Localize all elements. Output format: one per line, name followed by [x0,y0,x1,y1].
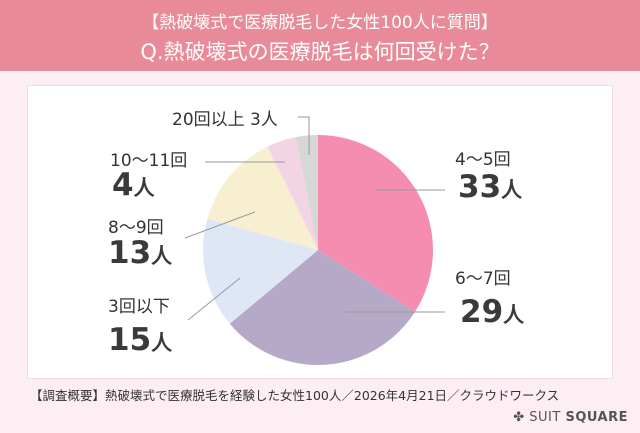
header-banner: 【熱破壊式で医療脱毛した女性100人に質問】 Q.熱破壊式の医療脱毛は何回受けた… [0,0,640,71]
value-6-7: 29人 [460,294,525,330]
pie-slice-4 [267,137,318,250]
leader-line-3 [187,277,241,321]
leader-line-20 [298,116,310,155]
label-10-11: 10～11回 [110,151,188,171]
pie-slice-2 [203,218,318,324]
label-20-plus: 20回以上 3人 [172,110,278,130]
clover-icon: ✤ [513,410,530,425]
value-4-5: 33人 [458,169,523,205]
pie-slice-5 [295,135,318,250]
pie-slice-1 [229,250,416,365]
value-10-11: 4人 [112,167,155,203]
header-subtitle: 【熱破壊式で医療脱毛した女性100人に質問】 [142,13,498,33]
header-question: Q.熱破壊式の医療脱毛は何回受けた？ [140,40,500,64]
value-3-or-less: 15人 [108,322,173,358]
value-8-9: 13人 [108,235,173,271]
label-6-7: 6～7回 [455,269,511,289]
leader-line-8-9 [184,211,256,239]
pie-slice-3 [207,146,318,250]
label-3-or-less: 3回以下 [108,297,170,317]
survey-note: 【調査概要】熱破壊式で医療脱毛を経験した女性100人／2026年4月21日／クラ… [30,388,560,403]
pie-slice-0 [318,135,433,312]
label-8-9: 8～9回 [108,218,164,238]
label-4-5: 4～5回 [455,150,511,170]
brand-logo: ✤ SUIT SQUARE [513,410,628,425]
